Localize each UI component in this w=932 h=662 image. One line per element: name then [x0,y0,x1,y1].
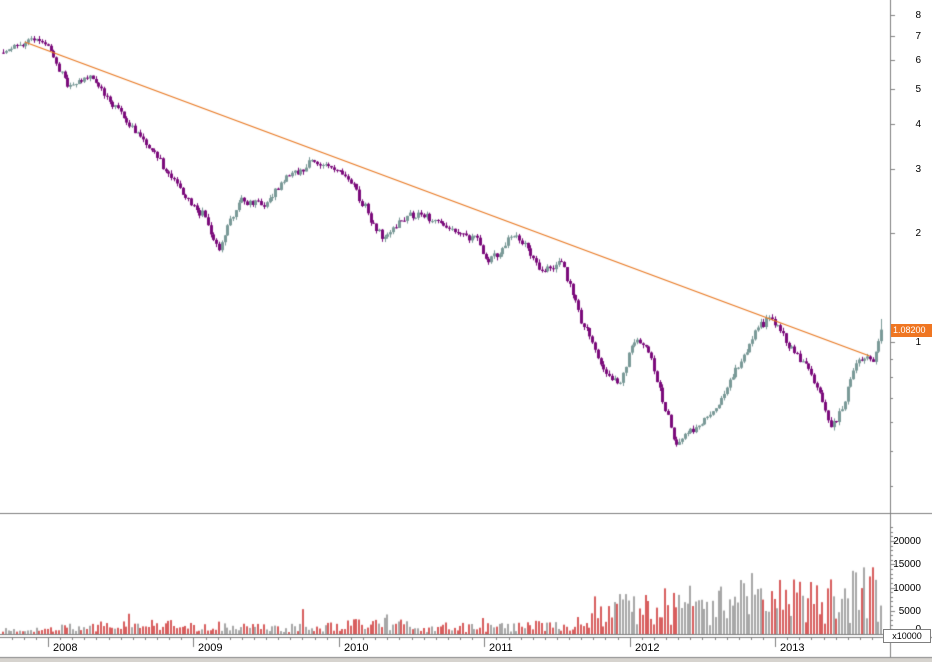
volume-multiplier-box: x10000 [883,629,931,643]
last-price-badge: 1.08200 [891,324,932,337]
